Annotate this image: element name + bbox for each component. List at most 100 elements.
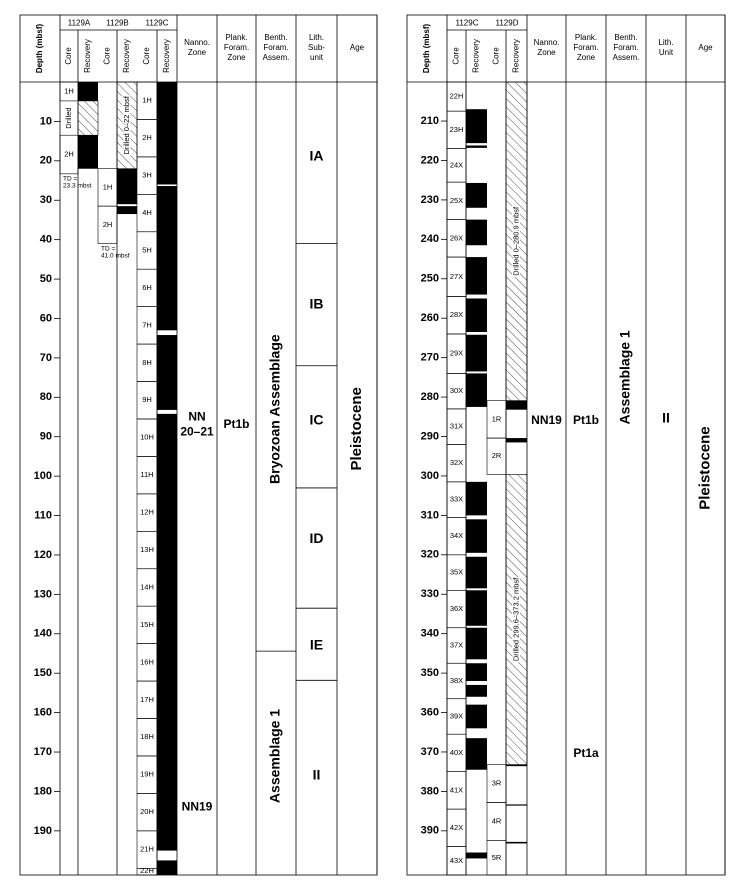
core-label: 8H — [142, 358, 152, 367]
recovered-interval — [466, 145, 487, 148]
core-label: 7H — [142, 320, 152, 329]
core-label: 17H — [140, 695, 154, 704]
depth-tick-label: 240 — [421, 233, 439, 245]
recovered-interval — [157, 335, 177, 410]
depth-tick-label: 260 — [421, 312, 439, 324]
column-header: Foram. — [613, 43, 638, 52]
core-label: 5R — [492, 853, 502, 862]
core-label: 2H — [64, 150, 74, 159]
depth-tick-label: 110 — [34, 509, 52, 521]
depth-tick-label: 380 — [421, 785, 439, 797]
core-label: 11H — [140, 470, 153, 479]
column-header: Foram. — [263, 43, 288, 52]
unit-label: Bryozoan Assemblage — [267, 334, 283, 484]
recovered-interval — [157, 860, 177, 875]
column-header: Lith. — [658, 38, 673, 47]
column-header: Plank. — [575, 33, 597, 42]
hole-name: 1129D — [496, 19, 519, 28]
depth-axis-label: Depth (mbsf) — [35, 24, 44, 74]
hole-name: 1129C — [146, 19, 169, 28]
core-box — [97, 205, 118, 244]
core-label: 1H — [142, 96, 152, 105]
core-label: 18H — [140, 732, 154, 741]
recovered-interval — [466, 182, 487, 208]
core-label: 14H — [140, 582, 154, 591]
depth-tick-label: 90 — [40, 431, 52, 443]
column-header: Benth. — [264, 33, 287, 42]
depth-tick-label: 40 — [40, 234, 52, 246]
unit-label: NN — [188, 410, 205, 424]
core-label: 41X — [450, 785, 463, 794]
recovered-interval — [466, 590, 487, 626]
recovered-interval — [466, 257, 487, 295]
depth-tick-label: 140 — [34, 628, 52, 640]
core-label: 32X — [450, 458, 463, 467]
drilled-interval — [77, 100, 99, 136]
recovered-interval — [466, 663, 487, 681]
column-header: Zone — [577, 53, 596, 62]
depth-tick-label: 390 — [421, 825, 439, 837]
core-label: 42X — [450, 823, 463, 832]
depth-tick-label: 80 — [40, 391, 52, 403]
core-header: Core — [452, 47, 461, 65]
recovered-interval — [157, 186, 177, 331]
column-header: Plank. — [225, 33, 247, 42]
depth-tick-label: 250 — [421, 273, 439, 285]
core-label: 22H — [450, 92, 464, 101]
drilled-label: Drilled 0–22 mbsf — [122, 95, 131, 154]
core-label: 2H — [142, 133, 152, 142]
unit-label: Pt1a — [573, 746, 599, 760]
depth-tick-label: 50 — [40, 273, 52, 285]
core-header: Core — [142, 47, 151, 65]
core-label: 3R — [492, 778, 502, 787]
core-label: 2R — [492, 451, 502, 460]
core-label: 3H — [142, 171, 152, 180]
unit-label: ID — [310, 530, 324, 546]
depth-tick-label: 320 — [421, 549, 439, 561]
depth-tick-label: 330 — [421, 588, 439, 600]
recovered-interval — [466, 481, 487, 516]
core-label: 38X — [450, 676, 463, 685]
recovered-interval — [466, 627, 487, 660]
depth-tick-label: 310 — [421, 509, 439, 521]
core-label: 24X — [450, 160, 463, 169]
depth-tick-label: 170 — [34, 746, 52, 758]
depth-tick-label: 180 — [34, 785, 52, 797]
core-label: 1H — [64, 86, 74, 95]
recovered-interval — [466, 373, 487, 407]
core-label: 31X — [450, 422, 463, 431]
column-header: Assem. — [263, 53, 290, 62]
core-header: Core — [64, 47, 73, 65]
depth-tick-label: 60 — [40, 312, 52, 324]
core-label: 33X — [450, 495, 463, 504]
unit-label: Pt1b — [223, 417, 249, 431]
column-header: Sub- — [308, 43, 325, 52]
depth-tick-label: 20 — [40, 155, 52, 167]
depth-tick-label: 300 — [421, 470, 439, 482]
drilled-label: Drilled 0–280.9 mbsf — [511, 206, 520, 276]
core-header: Core — [103, 47, 112, 65]
core-label: 4H — [142, 208, 152, 217]
unit-label: Assemblage 1 — [617, 330, 633, 424]
core-label: 20H — [140, 807, 154, 816]
column-header: Assem. — [613, 53, 640, 62]
depth-tick-label: 350 — [421, 667, 439, 679]
column-header: unit — [310, 53, 324, 62]
column-header: Lith. — [309, 33, 324, 42]
depth-tick-label: 340 — [421, 628, 439, 640]
depth-tick-label: 10 — [40, 115, 52, 127]
column-header: Unit — [659, 48, 674, 57]
recovered-interval — [466, 519, 487, 553]
depth-tick-label: 280 — [421, 391, 439, 403]
recovered-interval — [466, 852, 487, 859]
core-header: Core — [492, 47, 501, 65]
core-label: 25X — [450, 196, 463, 205]
depth-tick-label: 290 — [421, 430, 439, 442]
column-header: Zone — [188, 48, 207, 57]
drilled-label: Drilled 299.6–373.2 mbsf — [511, 577, 520, 661]
core-box — [486, 840, 507, 876]
core-label: 35X — [450, 568, 463, 577]
core-label: 6H — [142, 283, 152, 292]
depth-tick-label: 210 — [421, 115, 439, 127]
recovered-interval — [466, 298, 487, 333]
